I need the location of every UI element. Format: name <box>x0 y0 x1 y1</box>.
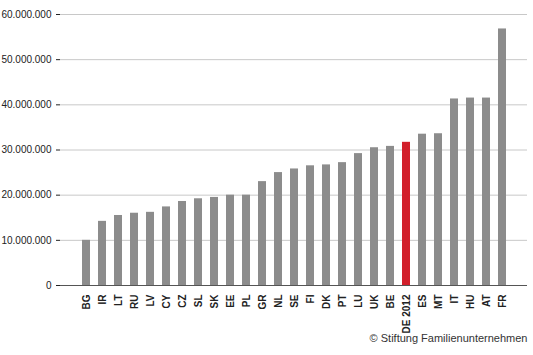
svg-text:RU: RU <box>129 295 140 309</box>
svg-text:PL: PL <box>241 295 252 308</box>
svg-text:40.000.000: 40.000.000 <box>1 99 51 110</box>
svg-text:CZ: CZ <box>177 295 188 308</box>
svg-text:DE 2012: DE 2012 <box>401 294 412 333</box>
svg-text:SE: SE <box>289 294 300 308</box>
svg-text:30.000.000: 30.000.000 <box>1 144 51 155</box>
svg-text:ES: ES <box>417 294 428 308</box>
svg-text:LT: LT <box>113 295 124 306</box>
svg-text:50.000.000: 50.000.000 <box>1 54 51 65</box>
svg-text:0: 0 <box>46 280 52 291</box>
svg-text:DK: DK <box>321 294 332 309</box>
svg-text:GR: GR <box>257 294 268 310</box>
svg-text:10.000.000: 10.000.000 <box>1 235 51 246</box>
svg-text:PT: PT <box>337 295 348 308</box>
svg-text:EE: EE <box>225 294 236 308</box>
svg-text:AT: AT <box>481 295 492 308</box>
svg-text:UK: UK <box>369 294 380 309</box>
svg-text:20.000.000: 20.000.000 <box>1 189 51 200</box>
svg-text:FR: FR <box>497 294 508 308</box>
svg-text:NL: NL <box>273 295 284 308</box>
svg-text:HU: HU <box>465 295 476 309</box>
svg-text:LV: LV <box>145 294 156 306</box>
svg-text:BE: BE <box>385 294 396 308</box>
svg-text:© Stiftung Familienunternehmen: © Stiftung Familienunternehmen <box>370 332 528 344</box>
svg-text:60.000.000: 60.000.000 <box>1 9 51 20</box>
svg-text:MT: MT <box>433 295 444 309</box>
svg-text:IR: IR <box>97 294 108 305</box>
svg-text:FI: FI <box>305 294 316 303</box>
svg-text:BG: BG <box>81 294 92 309</box>
svg-text:SL: SL <box>193 295 204 308</box>
svg-text:SK: SK <box>209 294 220 309</box>
svg-text:LU: LU <box>353 295 364 308</box>
svg-text:IT: IT <box>449 295 460 304</box>
svg-text:CY: CY <box>161 294 172 308</box>
